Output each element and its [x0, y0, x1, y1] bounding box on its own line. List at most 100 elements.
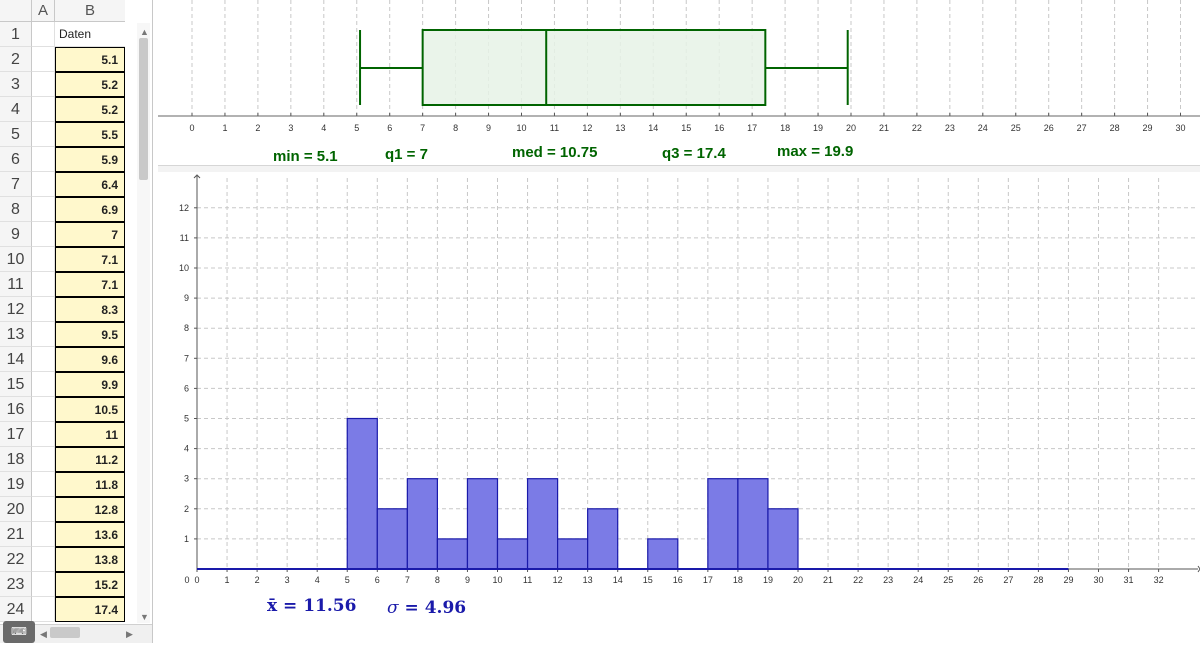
- row-header[interactable]: 5: [0, 122, 32, 147]
- cell-b-header[interactable]: Daten: [55, 22, 125, 47]
- row-header[interactable]: 9: [0, 222, 32, 247]
- row-header[interactable]: 4: [0, 97, 32, 122]
- cell-b-value[interactable]: 11.8: [55, 472, 125, 497]
- cell-b-value[interactable]: 5.2: [55, 97, 125, 122]
- x-tick-label: 11: [550, 123, 559, 133]
- cell-b-value[interactable]: 9.5: [55, 322, 125, 347]
- x-tick-label: 23: [945, 123, 955, 133]
- cell-a[interactable]: [32, 597, 55, 622]
- x-tick-label: 10: [516, 123, 526, 133]
- cell-b-value[interactable]: 11.2: [55, 447, 125, 472]
- x-tick-label: 17: [703, 575, 713, 585]
- cell-a[interactable]: [32, 247, 55, 272]
- cell-a[interactable]: [32, 447, 55, 472]
- cell-a[interactable]: [32, 347, 55, 372]
- x-tick-label: 0: [194, 575, 199, 585]
- column-header-a[interactable]: A: [32, 0, 55, 22]
- row-header[interactable]: 13: [0, 322, 32, 347]
- row-header[interactable]: 3: [0, 72, 32, 97]
- cell-b-value[interactable]: 9.6: [55, 347, 125, 372]
- row-header[interactable]: 16: [0, 397, 32, 422]
- row-header[interactable]: 23: [0, 572, 32, 597]
- sheet-corner[interactable]: [0, 0, 32, 22]
- cell-b-value[interactable]: 5.1: [55, 47, 125, 72]
- x-tick-label: 16: [673, 575, 683, 585]
- cell-b-value[interactable]: 6.9: [55, 197, 125, 222]
- cell-a[interactable]: [32, 472, 55, 497]
- scroll-down-icon[interactable]: ▼: [140, 612, 149, 622]
- horizontal-scroll-thumb[interactable]: [50, 627, 80, 638]
- row-header[interactable]: 1: [0, 22, 32, 47]
- cell-b-value[interactable]: 6.4: [55, 172, 125, 197]
- boxplot-view[interactable]: 0 1 2 3 4 5 6 7 8 9 10 11 12 13 14 15 16 17 18 19 20 21 22 23 24…: [158, 0, 1200, 165]
- row-header[interactable]: 24: [0, 597, 32, 622]
- x-tick-label: 22: [853, 575, 863, 585]
- cell-b-value[interactable]: 5.2: [55, 72, 125, 97]
- sigma-symbol: σ: [387, 598, 399, 618]
- cell-a[interactable]: [32, 172, 55, 197]
- scroll-left-icon[interactable]: ◀: [40, 629, 47, 639]
- x-tick-label: 3: [288, 123, 293, 133]
- cell-b-value[interactable]: 15.2: [55, 572, 125, 597]
- cell-a[interactable]: [32, 497, 55, 522]
- keyboard-icon[interactable]: ⌨: [3, 621, 35, 643]
- cell-a[interactable]: [32, 97, 55, 122]
- x-tick-label: 15: [681, 123, 691, 133]
- cell-a[interactable]: [32, 547, 55, 572]
- row-header[interactable]: 18: [0, 447, 32, 472]
- row-header[interactable]: 2: [0, 47, 32, 72]
- cell-b-value[interactable]: 5.5: [55, 122, 125, 147]
- row-header[interactable]: 11: [0, 272, 32, 297]
- cell-b-value[interactable]: 7: [55, 222, 125, 247]
- vertical-scroll-thumb[interactable]: [139, 38, 148, 180]
- cell-b-value[interactable]: 12.8: [55, 497, 125, 522]
- row-header[interactable]: 20: [0, 497, 32, 522]
- cell-b-value[interactable]: 7.1: [55, 247, 125, 272]
- histogram-bar: [707, 478, 739, 570]
- x-tick-label: 30: [1093, 575, 1103, 585]
- cell-b-value[interactable]: 9.9: [55, 372, 125, 397]
- scroll-right-icon[interactable]: ▶: [126, 629, 133, 639]
- iqr-box: [421, 29, 767, 106]
- cell-a[interactable]: [32, 322, 55, 347]
- row-header[interactable]: 19: [0, 472, 32, 497]
- row-header[interactable]: 17: [0, 422, 32, 447]
- cell-a[interactable]: [32, 222, 55, 247]
- row-header[interactable]: 6: [0, 147, 32, 172]
- cell-b-value[interactable]: 13.8: [55, 547, 125, 572]
- cell-b-value[interactable]: 10.5: [55, 397, 125, 422]
- row-header[interactable]: 14: [0, 347, 32, 372]
- cell-a[interactable]: [32, 297, 55, 322]
- row-header[interactable]: 21: [0, 522, 32, 547]
- cell-a[interactable]: [32, 72, 55, 97]
- row-header[interactable]: 10: [0, 247, 32, 272]
- cell-b-value[interactable]: 13.6: [55, 522, 125, 547]
- cell-a[interactable]: [32, 572, 55, 597]
- column-header-b[interactable]: B: [55, 0, 125, 22]
- cell-a[interactable]: [32, 22, 55, 47]
- histogram-view[interactable]: 0 1 2 3 4 5 6 7 8 9 10 11 12 13 14 15 16 17 18 19 20 21 22 23 24…: [158, 172, 1200, 643]
- scroll-up-icon[interactable]: ▲: [140, 27, 149, 37]
- cell-a[interactable]: [32, 197, 55, 222]
- row-header[interactable]: 15: [0, 372, 32, 397]
- cell-b-value[interactable]: 17.4: [55, 597, 125, 622]
- cell-a[interactable]: [32, 372, 55, 397]
- cell-b-value[interactable]: 7.1: [55, 272, 125, 297]
- cell-a[interactable]: [32, 122, 55, 147]
- cell-a[interactable]: [32, 422, 55, 447]
- x-tick-label: 8: [453, 123, 458, 133]
- cell-a[interactable]: [32, 272, 55, 297]
- cell-a[interactable]: [32, 47, 55, 72]
- row-header[interactable]: 22: [0, 547, 32, 572]
- cell-b-value[interactable]: 5.9: [55, 147, 125, 172]
- y-tick-label: 5: [184, 414, 189, 424]
- row-header[interactable]: 7: [0, 172, 32, 197]
- cell-a[interactable]: [32, 397, 55, 422]
- y-tick-label: 4: [184, 444, 189, 454]
- row-header[interactable]: 8: [0, 197, 32, 222]
- cell-a[interactable]: [32, 522, 55, 547]
- cell-b-value[interactable]: 11: [55, 422, 125, 447]
- cell-b-value[interactable]: 8.3: [55, 297, 125, 322]
- cell-a[interactable]: [32, 147, 55, 172]
- row-header[interactable]: 12: [0, 297, 32, 322]
